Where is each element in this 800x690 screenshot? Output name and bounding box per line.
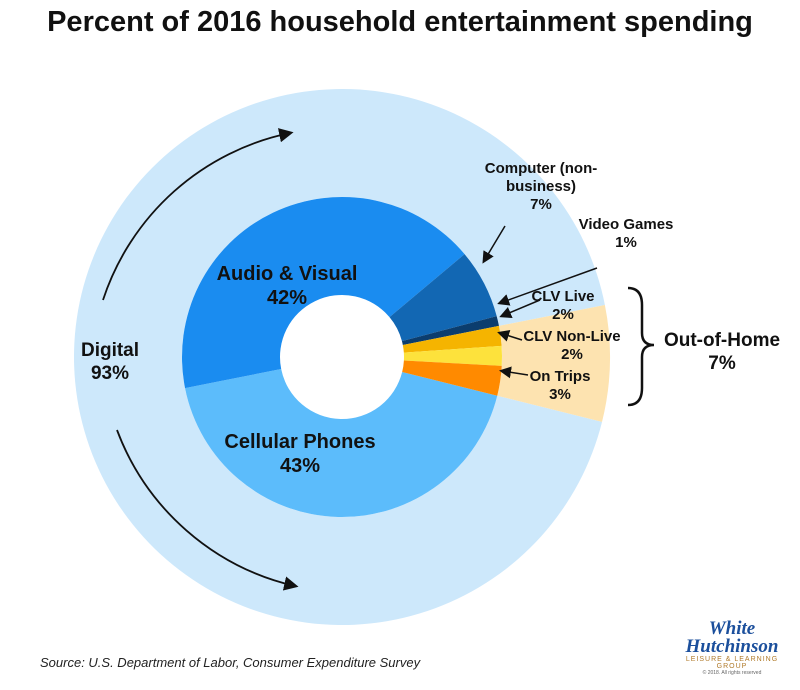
value-label: 2% (561, 346, 583, 363)
slice-name: Audio & Visual (216, 263, 358, 285)
source: Source: U.S. Department of Labor, Consum… (40, 655, 421, 670)
brace (627, 286, 655, 407)
value-label: 93% (90, 362, 130, 384)
value-label: 3% (549, 386, 571, 403)
logo-copyright: © 2018. All rights reserved (702, 670, 762, 677)
outer-label: Digital 93% (30, 340, 190, 386)
logo: White Hutchinson LEISURE & LEARNING GROU… (672, 618, 792, 677)
slice-name: Out-of-Home (663, 330, 781, 351)
logo-line: White (708, 618, 756, 639)
inner-slice (185, 369, 498, 517)
outer-slice (497, 304, 611, 422)
inner-slice (402, 360, 502, 396)
inner-slice (403, 345, 502, 366)
value-label: 7% (530, 196, 552, 213)
inner-label: Audio & Visual 42% (187, 262, 387, 310)
slice-name: On Trips (529, 368, 591, 385)
pointer (499, 299, 541, 319)
digital-arrow-up (102, 128, 294, 301)
pointer (497, 330, 523, 342)
logo-tagline: LEISURE & LEARNING GROUP (685, 656, 779, 671)
value-label: 7% (708, 352, 736, 374)
value-label: 43% (279, 455, 321, 477)
inner-label: On Trips 3% (500, 368, 620, 404)
pointer (497, 267, 598, 306)
arrows (102, 128, 655, 591)
outer-label: Out-of-Home 7% (642, 330, 800, 376)
inner-label: CLV Non-Live 2% (512, 328, 632, 364)
inner-label: Computer (non-business) 7% (481, 160, 601, 214)
value-label: 1% (615, 234, 637, 251)
slice-name: Video Games (578, 216, 674, 233)
inner-label: CLV Live 2% (503, 288, 623, 324)
slice-name: CLV Live (531, 288, 595, 305)
slice-name: Digital (80, 340, 140, 361)
pointer (499, 366, 529, 379)
value-label: 42% (266, 287, 308, 309)
slice-name: Cellular Phones (224, 431, 376, 453)
value-label: 2% (552, 306, 574, 323)
chart-title: Percent of 2016 household entertainment … (47, 6, 753, 38)
inner-slice (182, 196, 465, 389)
pointer (482, 225, 506, 264)
inner-label: Video Games 1% (566, 216, 686, 252)
inner-label: Cellular Phones 43% (200, 430, 400, 478)
inner-slice (389, 254, 497, 342)
inner-slice (401, 316, 499, 345)
slice-name: CLV Non-Live (523, 328, 621, 345)
slice-name: Computer (non-business) (484, 160, 598, 195)
outer-slice (73, 88, 605, 626)
logo-line: Hutchinson (685, 636, 779, 658)
inner-slice (402, 325, 502, 353)
digital-arrow-down (116, 429, 299, 591)
